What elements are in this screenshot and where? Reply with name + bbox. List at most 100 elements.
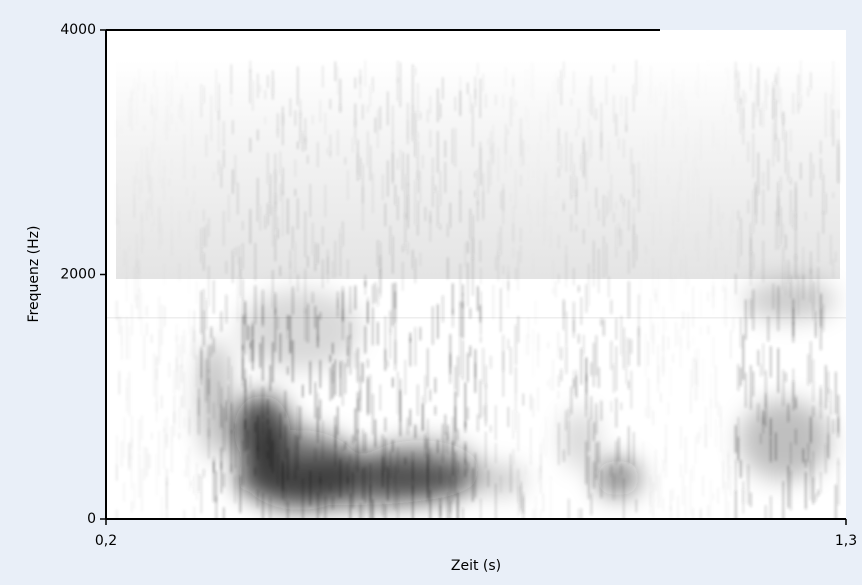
striation <box>730 217 732 237</box>
striation <box>159 296 161 318</box>
striation <box>588 264 590 306</box>
striation <box>257 73 259 98</box>
striation <box>223 149 225 167</box>
striation <box>362 164 364 203</box>
striation <box>485 384 487 427</box>
striation <box>793 211 795 228</box>
striation <box>753 102 755 129</box>
striation <box>201 475 203 513</box>
striation <box>558 331 560 351</box>
striation <box>462 508 464 543</box>
striation <box>198 474 200 492</box>
striation <box>181 94 183 122</box>
striation <box>703 476 705 497</box>
striation <box>302 385 304 397</box>
striation <box>673 199 675 226</box>
striation <box>335 360 337 395</box>
striation <box>265 90 267 99</box>
striation <box>337 67 339 95</box>
striation <box>410 333 412 342</box>
striation <box>648 86 650 111</box>
striation <box>392 236 394 274</box>
striation <box>685 254 687 294</box>
striation <box>154 216 156 226</box>
striation <box>397 372 399 415</box>
striation <box>693 337 695 346</box>
striation <box>601 319 603 326</box>
striation <box>417 83 419 120</box>
striation <box>690 469 692 515</box>
striation <box>520 228 522 242</box>
striation <box>211 327 213 339</box>
striation <box>833 61 835 106</box>
striation <box>538 468 540 484</box>
striation <box>166 468 168 485</box>
striation <box>591 76 593 116</box>
striation <box>149 454 151 469</box>
striation <box>680 90 682 127</box>
striation <box>201 291 203 334</box>
striation <box>735 62 737 102</box>
striation <box>407 418 409 435</box>
striation <box>583 229 585 244</box>
striation <box>703 358 705 401</box>
striation <box>653 212 655 245</box>
striation <box>520 245 522 263</box>
striation <box>543 183 545 218</box>
striation <box>830 94 832 137</box>
striation <box>723 212 725 219</box>
striation <box>820 140 822 154</box>
striation <box>815 494 817 502</box>
striation <box>785 137 787 174</box>
striation <box>189 210 191 223</box>
striation <box>728 501 730 532</box>
striation <box>171 426 173 442</box>
striation <box>530 62 532 98</box>
striation <box>390 311 392 328</box>
striation <box>159 207 161 249</box>
striation <box>561 369 563 381</box>
striation <box>362 104 364 119</box>
striation <box>179 104 181 119</box>
striation <box>144 447 146 481</box>
striation <box>518 486 520 515</box>
striation <box>503 266 505 275</box>
striation <box>149 198 151 210</box>
striation <box>342 361 344 406</box>
striation <box>738 71 740 112</box>
striation <box>483 173 485 219</box>
striation <box>134 176 136 218</box>
striation <box>670 279 672 303</box>
striation <box>778 67 780 103</box>
striation <box>533 253 535 273</box>
striation <box>310 184 312 217</box>
striation <box>203 86 205 103</box>
striation <box>503 189 505 212</box>
striation <box>166 105 168 140</box>
striation <box>462 284 464 294</box>
striation <box>372 394 374 435</box>
striation <box>295 110 297 126</box>
striation <box>685 133 687 163</box>
striation <box>631 371 633 409</box>
striation <box>818 490 820 497</box>
striation <box>159 146 161 183</box>
striation <box>216 69 218 111</box>
striation <box>242 221 244 230</box>
striation <box>603 319 605 335</box>
striation <box>825 365 827 409</box>
striation <box>738 437 740 460</box>
striation <box>270 174 272 215</box>
striation <box>189 410 191 436</box>
striation <box>460 335 462 376</box>
striation <box>555 191 557 201</box>
striation <box>372 285 374 305</box>
striation <box>800 162 802 179</box>
striation <box>520 134 522 168</box>
striation <box>530 427 532 464</box>
striation <box>733 154 735 167</box>
striation <box>242 345 244 380</box>
striation <box>129 442 131 467</box>
striation <box>670 490 672 511</box>
striation <box>201 84 203 117</box>
